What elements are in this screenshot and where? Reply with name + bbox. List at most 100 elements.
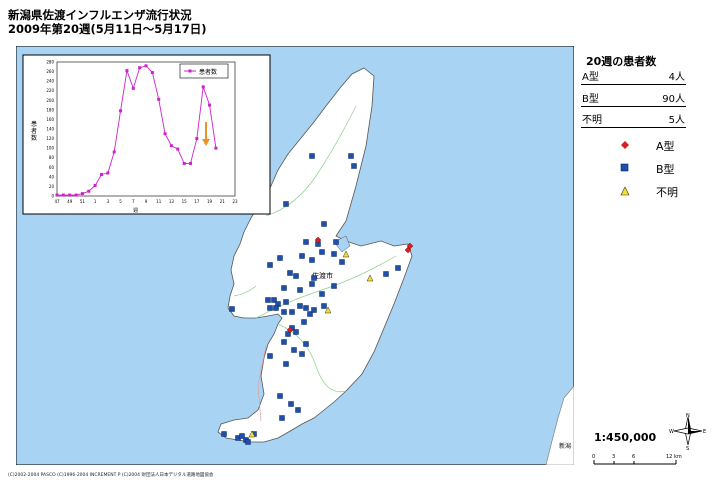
chart-data-point — [201, 85, 205, 89]
road — [233, 285, 257, 297]
svg-text:S: S — [686, 446, 689, 450]
chart-plot-area — [56, 61, 236, 197]
chart-ytick: 200 — [46, 98, 54, 103]
b-type-marker — [303, 305, 309, 311]
blue-square-marker-icon — [620, 163, 629, 172]
chart-data-point — [93, 183, 97, 187]
chart-data-point — [182, 161, 186, 165]
chart-legend-marker — [188, 69, 192, 73]
chart-xtick: 21 — [220, 199, 226, 204]
b-type-marker — [273, 305, 279, 311]
chart-ytick: 0 — [51, 194, 54, 199]
b-type-marker — [303, 239, 309, 245]
legend-symbol-b: B型 — [620, 161, 700, 177]
svg-text:E: E — [703, 429, 706, 435]
legend-symbol-unknown: 不明 — [620, 184, 700, 200]
a-type-marker — [314, 236, 322, 244]
b-type-marker — [239, 433, 245, 439]
chart-ytick: 40 — [49, 174, 55, 179]
b-type-marker — [221, 431, 227, 437]
chart-data-point — [87, 189, 91, 193]
b-type-marker — [287, 270, 293, 276]
b-type-marker — [267, 305, 273, 311]
b-type-marker — [331, 251, 337, 257]
chart-ytick: 280 — [46, 60, 54, 65]
b-type-marker — [277, 393, 283, 399]
scale-tick: 12 km — [666, 454, 682, 460]
unknown-type-marker — [324, 306, 332, 314]
count-label: B型 — [582, 94, 599, 105]
sado-map[interactable]: 新潟 佐渡市 0 20 40 60 80 100 120 140 160 180 200 220 240… — [16, 46, 574, 465]
count-value: 4人 — [668, 72, 685, 83]
chart-legend-box — [179, 63, 229, 79]
mainland-coast — [545, 385, 574, 465]
b-type-marker — [319, 291, 325, 297]
red-diamond-marker-icon — [621, 141, 629, 149]
chart-xtick: 51 — [80, 199, 86, 204]
b-type-marker — [281, 285, 287, 291]
b-type-marker — [297, 303, 303, 309]
b-type-marker — [319, 249, 325, 255]
b-type-marker — [348, 153, 354, 159]
city-label: 佐渡市 — [312, 271, 333, 280]
chart-data-point — [131, 86, 135, 90]
b-type-marker — [311, 275, 317, 281]
b-type-marker — [281, 309, 287, 315]
chart-xtick: 1 — [94, 199, 97, 204]
chart-ytick: 100 — [46, 146, 54, 151]
chart-ytick: 160 — [46, 117, 54, 122]
chart-data-point — [68, 193, 72, 197]
b-type-marker — [267, 262, 273, 268]
symbol-label: A型 — [656, 140, 675, 153]
chart-xtick: 49 — [67, 199, 73, 204]
chart-ytick: 240 — [46, 79, 54, 84]
mainland-label: 新潟 — [559, 442, 571, 450]
b-type-marker — [303, 341, 309, 347]
chart-data-point — [112, 150, 116, 154]
chart-data-point — [106, 171, 110, 175]
chart-data-point — [80, 192, 84, 196]
map-title: 新潟県佐渡インフルエンザ流行状況 2009年第20週(5月11日～5月17日) — [8, 8, 207, 36]
chart-ytick: 20 — [49, 184, 55, 189]
chart-data-point — [150, 71, 154, 75]
b-type-marker — [288, 401, 294, 407]
chart-xtick: 3 — [107, 199, 110, 204]
chart-xtick: 19 — [207, 199, 213, 204]
b-type-marker — [299, 351, 305, 357]
road — [277, 323, 347, 393]
b-type-marker — [285, 331, 291, 337]
yellow-triangle-marker-icon — [620, 186, 630, 196]
chart-xtick: 5 — [119, 199, 122, 204]
chart-data-point — [55, 193, 59, 197]
chart-data-point — [100, 172, 103, 176]
inset-chart[interactable]: 0 20 40 60 80 100 120 140 160 180 200 220 240 260 280 4… — [22, 54, 271, 215]
b-type-marker — [279, 415, 285, 421]
b-type-marker — [277, 255, 283, 261]
patient-markers — [221, 153, 414, 445]
chart-frame — [22, 54, 271, 215]
trend-arrow-head — [202, 139, 210, 146]
chart-ytick: 220 — [46, 88, 54, 93]
b-type-marker — [295, 407, 301, 413]
chart-data-point — [74, 193, 78, 197]
road — [265, 105, 357, 217]
b-type-marker — [245, 439, 251, 445]
b-type-marker — [333, 239, 339, 245]
chart-legend-label: 患者数 — [199, 68, 217, 76]
b-type-marker — [283, 299, 289, 305]
map-scale: 1:450,000 — [594, 431, 657, 444]
b-type-marker — [271, 297, 277, 303]
b-type-marker — [395, 265, 401, 271]
b-type-marker — [289, 309, 295, 315]
chart-axes: 0 20 40 60 80 100 120 140 160 180 200 220 240 260 280 4… — [46, 60, 238, 205]
scale-tick: 0 — [592, 454, 595, 460]
legend-title: 20週の患者数 — [586, 55, 657, 68]
count-row-a: A型 4人 — [581, 69, 686, 85]
chart-data-point — [119, 109, 123, 113]
chart-ytick: 140 — [46, 127, 54, 132]
chart-data-point — [214, 146, 218, 150]
copyright-notice: (C)2002-2004 PASCO (C)1996-2004 INCREMEN… — [8, 473, 214, 478]
b-type-marker — [283, 201, 289, 207]
chart-ytick: 260 — [46, 69, 54, 74]
b-type-marker — [265, 297, 271, 303]
